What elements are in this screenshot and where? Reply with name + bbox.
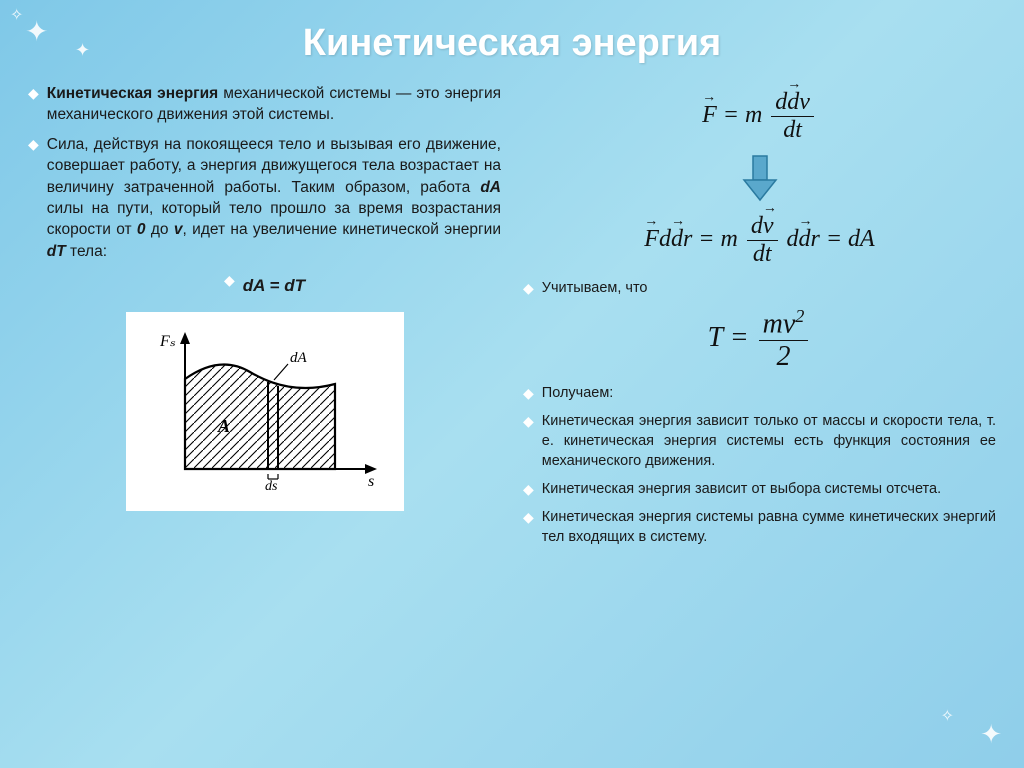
note2-text: Получаем:: [542, 383, 614, 403]
figure-svg: Fₛ s A dA ds: [140, 324, 390, 494]
sparkle-decor: ✧: [10, 5, 23, 25]
formula-kinetic: T = mv2 2: [523, 306, 996, 373]
note1-text: Учитываем, что: [542, 278, 648, 298]
bullet-icon: ◆: [523, 385, 534, 403]
bullet-icon: ◆: [28, 85, 39, 126]
dA-label: dA: [290, 350, 308, 366]
conclusion-2: Кинетическая энергия зависит от выбора с…: [542, 479, 941, 499]
bullet-icon: ◆: [224, 272, 235, 304]
figure-wrap: Fₛ s A dA ds: [28, 312, 501, 511]
area-label: A: [217, 416, 230, 436]
content-columns: ◆ Кинетическая энергия механической сист…: [0, 83, 1024, 555]
bullet-icon: ◆: [523, 280, 534, 298]
formula-newton: F = m ddv dt: [523, 89, 996, 144]
bullet-definition: ◆ Кинетическая энергия механической сист…: [28, 83, 501, 126]
bullet-conclusion-3: ◆ Кинетическая энергия системы равна сум…: [523, 507, 996, 547]
definition-text: Кинетическая энергия механической систем…: [47, 83, 501, 126]
bullet-icon: ◆: [523, 509, 534, 547]
right-column: F = m ddv dt Fddr = m dv dt ddr = dA: [523, 83, 996, 555]
equation-dA-dT: dA = dT: [243, 276, 305, 296]
explanation-text: Сила, действуя на покоящееся тело и вызы…: [47, 134, 501, 262]
bullet-conclusion-1: ◆ Кинетическая энергия зависит только от…: [523, 411, 996, 471]
bullet-icon: ◆: [523, 481, 534, 499]
sparkle-decor: ✦: [75, 40, 90, 61]
bullet-note2: ◆ Получаем:: [523, 383, 996, 403]
bullet-explanation: ◆ Сила, действуя на покоящееся тело и вы…: [28, 134, 501, 262]
y-axis-label: Fₛ: [159, 333, 176, 350]
bullet-icon: ◆: [28, 136, 39, 262]
bullet-icon: ◆: [523, 413, 534, 471]
sparkle-decor: ✦: [980, 719, 1002, 750]
work-area-figure: Fₛ s A dA ds: [126, 312, 404, 511]
x-axis-label: s: [368, 473, 374, 490]
formula-work: Fddr = m dv dt ddr = dA: [523, 213, 996, 268]
ds-label: ds: [265, 479, 278, 494]
bullet-equation: ◆ dA = dT: [28, 270, 501, 304]
bullet-conclusion-2: ◆ Кинетическая энергия зависит от выбора…: [523, 479, 996, 499]
left-column: ◆ Кинетическая энергия механической сист…: [28, 83, 501, 555]
conclusion-1: Кинетическая энергия зависит только от м…: [542, 411, 996, 471]
arrow-down-icon: [523, 154, 996, 207]
sparkle-decor: ✦: [25, 15, 48, 48]
sparkle-decor: ✧: [941, 706, 954, 726]
slide-title: Кинетическая энергия: [0, 0, 1024, 65]
conclusion-3: Кинетическая энергия системы равна сумме…: [542, 507, 996, 547]
bullet-note1: ◆ Учитываем, что: [523, 278, 996, 298]
